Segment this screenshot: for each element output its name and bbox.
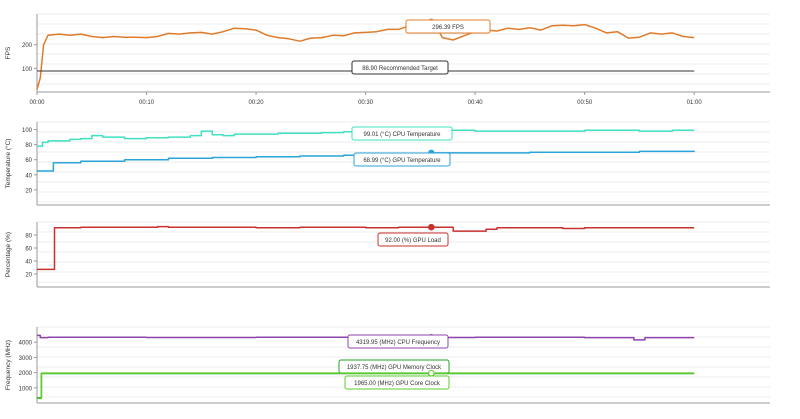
y-tick-label: 60 [25, 158, 32, 164]
series-line-gpu-temperature [37, 150, 695, 172]
series-cpu-temperature: 99.01 (°C) CPU Temperature [37, 126, 695, 147]
x-tick-label: 00:30 [358, 100, 374, 106]
series-gpu-load: 92.00 (%) GPU Load [37, 223, 695, 271]
tooltip-box [351, 60, 449, 75]
y-tick-label: 100 [22, 67, 33, 73]
x-tick-label: 00:50 [577, 100, 593, 106]
y-tick-label: 60 [25, 247, 32, 253]
series-fps: 296.39 FPS [36, 18, 695, 90]
series-line-gpu-core-clock [37, 372, 695, 400]
grid-lines [37, 221, 770, 283]
tooltip-text: 296.39 FPS [432, 25, 464, 31]
y-axis-label: Temperature (°C) [4, 139, 12, 189]
tooltip-fps: 296.39 FPS [405, 19, 491, 34]
x-tick-label: 01:00 [687, 100, 703, 106]
x-tick-label: 00:10 [139, 100, 155, 106]
tooltip-box [377, 232, 449, 247]
y-tick-label: 20 [25, 273, 32, 279]
y-tick-label: 80 [25, 143, 32, 149]
y-tick-label: 3000 [19, 356, 33, 362]
y-tick-label: 40 [25, 173, 32, 179]
chart-panel-fps: 100 200 FPS 00:00 00:10 00:20 00:30 00:40 00:50 0… [5, 13, 770, 106]
tooltip-text: 92.00 (%) GPU Load [385, 238, 441, 244]
series-line-gpu-load [37, 225, 695, 271]
y-tick-label: 200 [22, 43, 33, 49]
series-gpu-core-clock: 1965.00 (MHz) GPU Core Clock [37, 369, 695, 400]
y-tick-label: 2000 [19, 371, 33, 377]
tooltip-gpu-core-clock: 1965.00 (MHz) GPU Core Clock [344, 375, 450, 390]
series-gpu-temperature: 68.99 (°C) GPU Temperature [37, 149, 695, 172]
y-tick-label: 20 [25, 188, 32, 194]
series-line-fps [36, 20, 695, 90]
tooltip-recommended-target: 88.90 Recommended Target [351, 60, 449, 75]
tooltip-text: 99.01 (°C) CPU Temperature [364, 132, 442, 138]
y-tick-label: 80 [25, 234, 32, 240]
y-axis-label: Frequency (MHz) [5, 340, 12, 390]
y-tick-label: 4000 [19, 341, 33, 347]
tooltip-text: 88.90 Recommended Target [362, 66, 438, 72]
tooltip-text: 1965.00 (MHz) GPU Core Clock [354, 381, 441, 387]
tooltip-cpu-frequency: 4319.95 (MHz) CPU Frequency [347, 334, 449, 349]
x-tick-label: 00:40 [468, 100, 484, 106]
x-tick-label: 00:20 [249, 100, 265, 106]
hover-marker[interactable] [428, 369, 435, 377]
y-axis-label: Percentage (%) [5, 232, 12, 277]
x-tick-label: 00:00 [29, 100, 45, 106]
chart-panel-temperature-c: 20 40 60 80 100 Temperature (°C) 99.01 (°C) CP… [4, 121, 770, 206]
tooltip-box [347, 334, 449, 349]
tooltip-text: 4319.95 (MHz) CPU Frequency [356, 340, 440, 346]
tooltip-gpu-temperature: 68.99 (°C) GPU Temperature [353, 152, 451, 167]
tooltip-box [353, 152, 451, 167]
tooltip-gpu-load: 92.00 (%) GPU Load [377, 232, 449, 247]
chart-panel-frequency-mhz: 1000 2000 3000 4000 Frequency (MHz) 4319.95 (… [5, 326, 770, 404]
tooltip-text: 1937.75 (MHz) GPU Memory Clock [347, 365, 442, 371]
chart-panel-percentage: 20 40 60 80 Percentage (%) 92.00 (%) GPU Load [5, 221, 770, 288]
tooltip-cpu-temperature: 99.01 (°C) CPU Temperature [351, 126, 453, 141]
y-axis-label: FPS [5, 46, 12, 59]
y-tick-label: 1000 [19, 386, 33, 392]
series-line-cpu-temperature [37, 129, 695, 147]
tooltip-box [405, 19, 491, 34]
y-tick-label: 100 [22, 128, 33, 134]
series-cpu-frequency: 4319.95 (MHz) CPU Frequency [37, 334, 695, 349]
y-tick-label: 40 [25, 260, 32, 266]
tooltip-box [344, 375, 450, 390]
tooltip-text: 68.99 (°C) GPU Temperature [363, 158, 441, 164]
series-recommended-target: 88.90 Recommended Target [37, 60, 695, 75]
hover-marker[interactable] [428, 223, 435, 231]
tooltip-box [351, 126, 453, 141]
